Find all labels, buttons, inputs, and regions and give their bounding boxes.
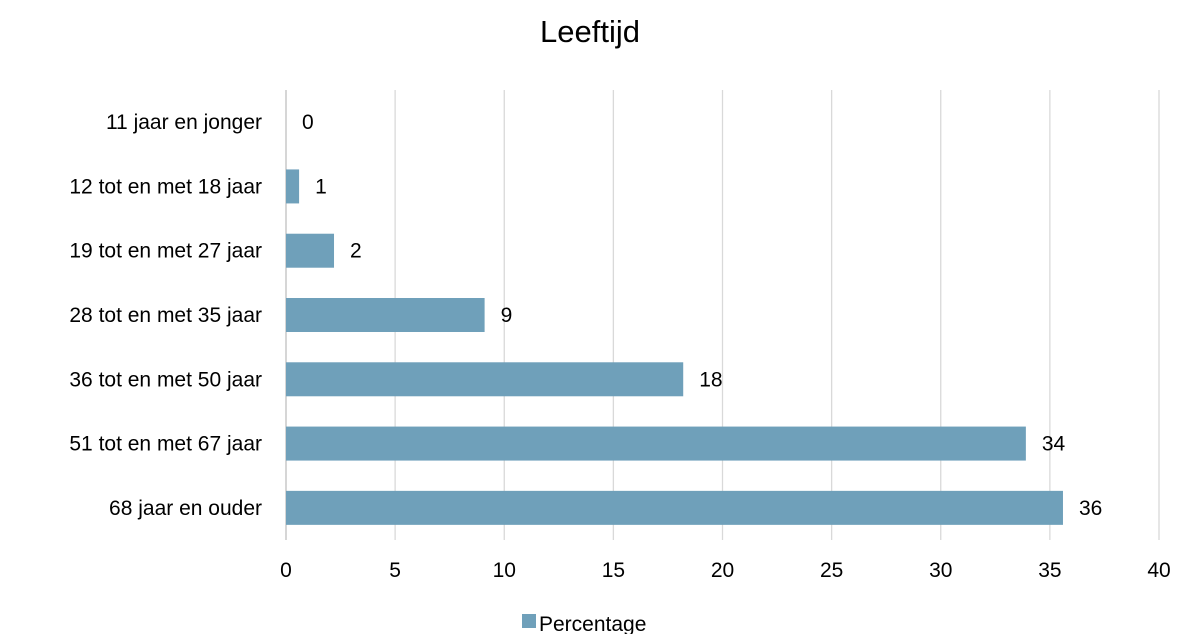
gridlines bbox=[285, 90, 1160, 540]
bar bbox=[286, 298, 485, 332]
x-tick-label: 40 bbox=[1147, 559, 1170, 582]
x-tick-label: 5 bbox=[389, 559, 401, 582]
x-tick-label: 15 bbox=[602, 559, 625, 582]
bar bbox=[286, 362, 684, 397]
category-label: 19 tot en met 27 jaar bbox=[69, 240, 262, 263]
data-label: 1 bbox=[315, 175, 327, 198]
legend-label: Percentage bbox=[539, 613, 646, 634]
legend: Percentage bbox=[522, 613, 646, 636]
category-label: 28 tot en met 35 jaar bbox=[69, 304, 262, 327]
legend-swatch bbox=[522, 614, 536, 628]
data-label: 0 bbox=[302, 111, 314, 134]
x-tick-label: 25 bbox=[820, 559, 843, 582]
data-label: 9 bbox=[501, 304, 513, 327]
x-tick-label: 10 bbox=[493, 559, 516, 582]
bar bbox=[286, 490, 1063, 525]
value-axis-ticks: 0 5 10 15 20 25 30 35 40 bbox=[280, 559, 1171, 582]
data-label: 36 bbox=[1079, 497, 1102, 520]
data-label: 2 bbox=[350, 240, 362, 263]
category-label: 12 tot en met 18 jaar bbox=[69, 175, 262, 198]
bars bbox=[286, 169, 1063, 525]
x-tick-label: 20 bbox=[711, 559, 734, 582]
category-label: 36 tot en met 50 jaar bbox=[69, 368, 262, 391]
bar bbox=[286, 426, 1026, 461]
category-label: 51 tot en met 67 jaar bbox=[69, 433, 262, 456]
x-tick-label: 30 bbox=[929, 559, 952, 582]
data-labels: 0 1 2 9 18 34 36 bbox=[302, 111, 1102, 520]
data-label: 34 bbox=[1042, 433, 1066, 456]
data-label: 18 bbox=[699, 368, 722, 391]
category-label: 68 jaar en ouder bbox=[109, 497, 262, 520]
x-tick-label: 35 bbox=[1038, 559, 1061, 582]
bar bbox=[286, 233, 335, 268]
category-label: 11 jaar en jonger bbox=[106, 111, 262, 134]
category-axis-labels: 11 jaar en jonger 12 tot en met 18 jaar 19… bbox=[69, 111, 262, 520]
chart-title: Leeftijd bbox=[540, 14, 640, 49]
bar bbox=[286, 169, 300, 204]
x-tick-label: 0 bbox=[280, 559, 292, 582]
